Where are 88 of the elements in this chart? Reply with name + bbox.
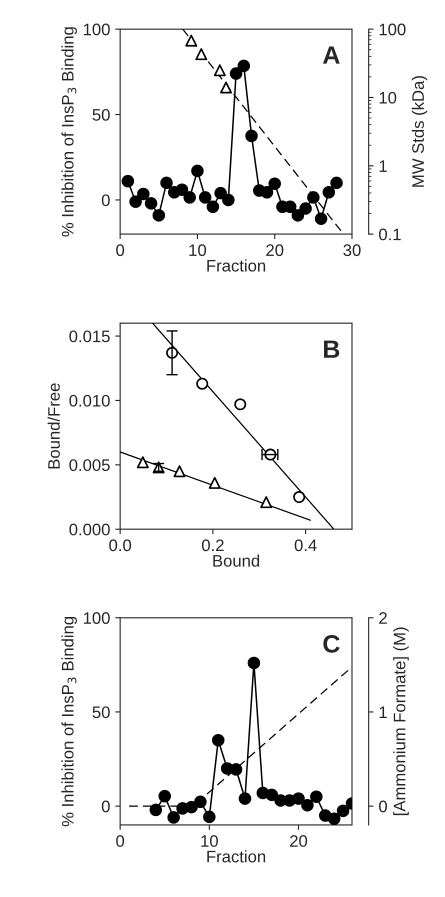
point	[299, 202, 312, 215]
point	[137, 188, 150, 200]
y-tick-label: 0.015	[69, 330, 110, 342]
y2-tick-label: 10	[380, 92, 396, 104]
y2-tick-label: 0.1	[379, 228, 401, 240]
x-axis-title: Bound	[213, 554, 260, 567]
point	[196, 378, 208, 390]
annotation: B	[324, 340, 340, 358]
point	[158, 790, 171, 802]
point	[310, 790, 323, 803]
x-tick-label: 20	[290, 835, 308, 847]
point	[152, 209, 166, 222]
y-tick-label: 0.000	[69, 524, 110, 536]
y-tick-label: 0	[102, 194, 110, 206]
point	[136, 456, 149, 468]
y-tick-label: 100	[84, 612, 110, 624]
point	[206, 200, 220, 214]
point	[293, 491, 306, 504]
point	[292, 209, 304, 222]
x-tick-label: 0.2	[202, 539, 224, 552]
point	[212, 734, 224, 746]
point	[191, 164, 204, 178]
point	[203, 810, 216, 824]
y2-tick-label: 1	[380, 706, 387, 718]
point	[322, 186, 336, 199]
point	[129, 195, 142, 208]
point	[183, 191, 196, 204]
y2-tick-label: 0	[379, 800, 387, 812]
point	[222, 194, 235, 206]
point	[230, 67, 242, 80]
point	[150, 804, 162, 816]
point	[167, 811, 180, 824]
point	[238, 792, 252, 805]
point	[328, 812, 340, 825]
x-tick-label: 10	[201, 835, 218, 847]
y-axis-title: Bound/Free	[48, 383, 60, 468]
y2-axis-title: MW Stds (kDa)	[412, 76, 428, 187]
x-tick-label: 10	[189, 244, 206, 256]
point	[330, 176, 343, 190]
point	[174, 465, 186, 478]
point	[208, 476, 221, 489]
y2-tick-label: 1	[380, 160, 387, 172]
point	[301, 798, 314, 812]
point	[194, 796, 207, 808]
point	[260, 496, 272, 508]
x-tick-label: 0	[116, 835, 124, 847]
y-axis-title: % Inhibition of InsP$_{3}$ Binding	[61, 27, 77, 237]
x-axis-title: Fraction	[207, 850, 266, 862]
y2-axis-title: [Ammonium Formate] (M)	[393, 627, 409, 816]
point	[238, 60, 250, 72]
point	[245, 130, 258, 142]
point	[176, 183, 188, 196]
annotation: C	[323, 635, 340, 653]
y-tick-label: 0.005	[69, 459, 110, 472]
point	[292, 792, 305, 805]
point	[220, 82, 232, 94]
point	[198, 191, 212, 204]
point	[122, 174, 134, 188]
y-tick-label: 50	[92, 108, 110, 121]
y-axis-title: % Inhibition of InsP$_{3}$ Binding	[61, 617, 77, 826]
point	[265, 788, 278, 802]
point	[230, 763, 242, 776]
x-tick-label: 30	[343, 244, 361, 256]
y-tick-label: 0	[102, 800, 110, 812]
x-tick-label: 0.4	[294, 539, 317, 552]
point	[307, 191, 320, 204]
y-tick-label: 0.010	[69, 394, 110, 407]
point	[160, 176, 173, 190]
point	[185, 34, 198, 47]
y-tick-label: 100	[84, 24, 110, 36]
point	[248, 656, 260, 670]
x-tick-label: 20	[266, 244, 284, 256]
point	[214, 64, 226, 76]
annotation: A	[322, 46, 340, 64]
point	[214, 186, 227, 200]
x-tick-label: 0.0	[109, 539, 132, 552]
point	[195, 48, 208, 60]
point	[260, 186, 274, 199]
point	[314, 212, 328, 225]
point	[268, 177, 281, 190]
y2-tick-label: 100	[380, 24, 406, 36]
y2-tick-label: 2	[379, 612, 387, 624]
point	[234, 398, 246, 410]
y-tick-label: 50	[92, 706, 110, 718]
x-axis-title: Fraction	[207, 259, 266, 272]
point	[336, 804, 350, 818]
x-tick-label: 0	[116, 244, 124, 256]
point	[144, 197, 158, 210]
